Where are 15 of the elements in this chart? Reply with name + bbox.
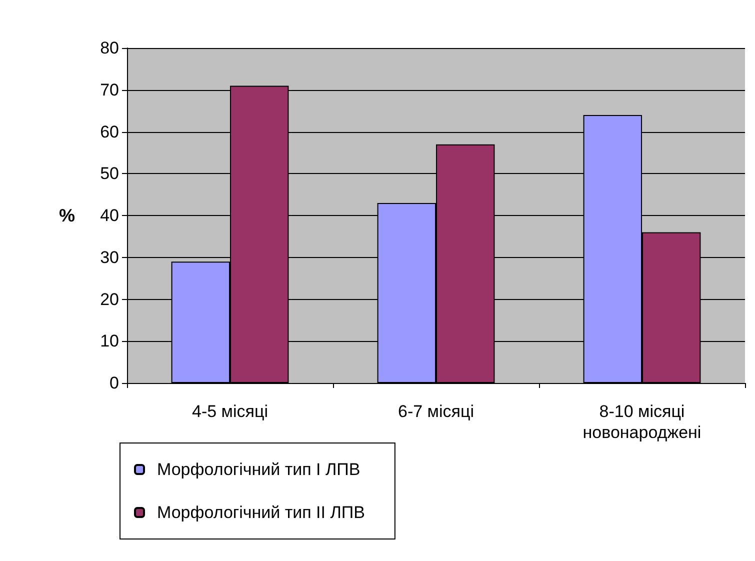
legend-label: Морфологічний тип I ЛПВ	[157, 460, 360, 479]
y-tick-label: 20	[100, 290, 119, 309]
y-tick-label: 40	[100, 206, 119, 225]
y-tick-label: 30	[100, 248, 119, 267]
x-tick-label: 4-5 місяці	[192, 402, 268, 421]
y-tick-label: 50	[100, 164, 119, 184]
y-axis-title: %	[58, 206, 75, 226]
y-tick-label: 60	[100, 122, 119, 142]
x-tick-label: 8-10 місяці новонароджені	[582, 402, 702, 442]
x-tick-label: 6-7 місяці	[398, 402, 474, 421]
legend-label: Морфологічний тип II ЛПВ	[157, 503, 365, 522]
y-tick-label: 0	[110, 374, 119, 392]
y-tick-label: 70	[100, 80, 119, 100]
y-tick-label: 10	[100, 332, 119, 351]
y-tick-label: 80	[100, 38, 119, 58]
